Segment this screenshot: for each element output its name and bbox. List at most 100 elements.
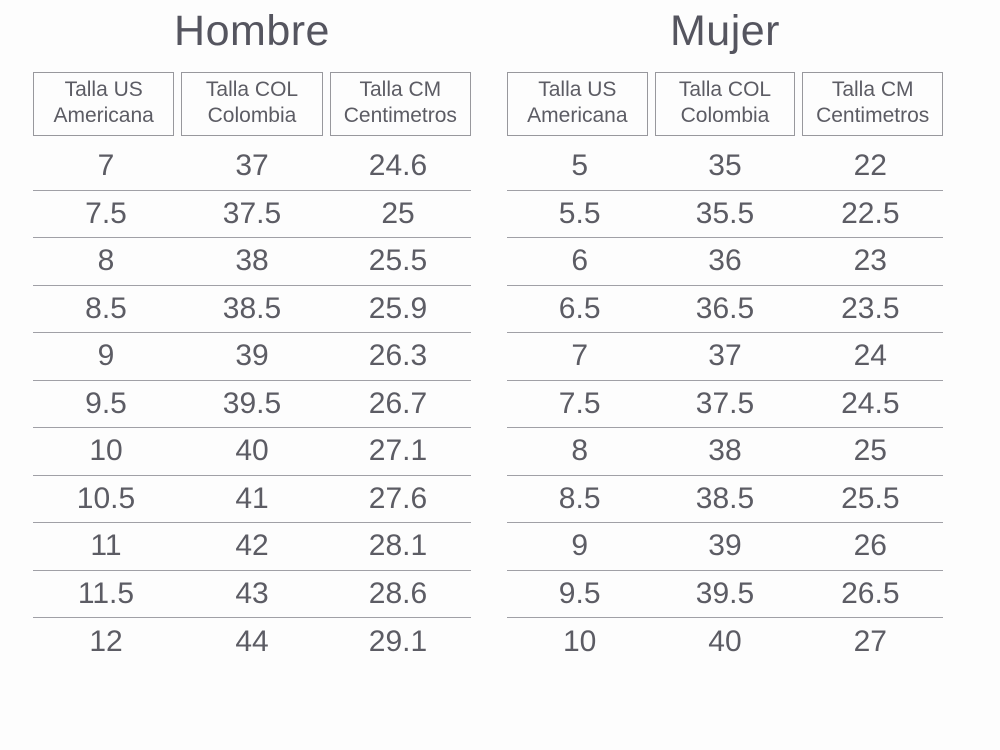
size-value: 40 <box>708 624 742 658</box>
size-value: 6 <box>571 244 588 278</box>
size-value: 8 <box>97 244 115 278</box>
size-value: 41 <box>235 481 269 515</box>
table-row: 10.5 41 27.6 <box>33 476 471 523</box>
table-row: 7 37 24.6 <box>33 143 471 191</box>
size-value: 8 <box>571 434 588 468</box>
size-value: 43 <box>235 576 269 610</box>
table-row: 9 39 26.3 <box>33 333 471 381</box>
size-value: 22.5 <box>841 196 900 230</box>
size-value: 26 <box>853 529 887 563</box>
size-value: 35.5 <box>695 196 755 230</box>
column-header: Talla COL Colombia <box>181 72 323 136</box>
size-value: 39 <box>708 529 742 563</box>
women-table-title: Mujer <box>669 7 781 55</box>
size-value: 8.5 <box>85 291 127 325</box>
men-table-title: Hombre <box>174 7 330 55</box>
column-header: Talla US Americana <box>507 72 648 136</box>
size-value: 25 <box>853 434 887 468</box>
table-row: 9 39 26 <box>507 523 943 571</box>
size-value: 9.5 <box>85 386 127 420</box>
size-value: 36 <box>708 244 742 278</box>
women-size-table: Mujer Talla US Americana Talla COL Colombia… <box>507 6 944 666</box>
size-value: 37.5 <box>222 196 282 230</box>
size-value: 39.5 <box>222 386 282 420</box>
column-header: Talla COL Colombia <box>654 72 796 136</box>
column-header-text: Talla COL <box>678 78 772 101</box>
table-row: 12 44 29.1 <box>33 618 471 666</box>
size-value: 27.6 <box>368 481 428 515</box>
size-value: 38 <box>708 434 742 468</box>
table-row: 9.5 39.5 26.5 <box>507 571 943 618</box>
size-value: 10 <box>89 434 123 468</box>
size-value: 26.3 <box>368 339 428 373</box>
size-value: 23.5 <box>841 291 900 325</box>
size-value: 36.5 <box>695 291 755 325</box>
women-header-row: Talla US Americana Talla COL Colombia Talla … <box>507 72 944 136</box>
women-table-rows: 5 35 22 5.5 35.5 22.5 6 36 23 6.5 36.5 23.5 7 37 24 7.5… <box>507 143 943 666</box>
size-value: 11 <box>90 529 122 563</box>
size-value: 22 <box>853 149 887 183</box>
column-header: Talla CM Centimetros <box>802 72 944 136</box>
size-value: 5 <box>571 149 588 183</box>
table-row: 8 38 25 <box>507 428 943 476</box>
size-value: 44 <box>235 624 269 658</box>
column-header-text: Talla COL <box>205 78 299 101</box>
table-row: 10 40 27 <box>507 618 943 666</box>
size-value: 42 <box>235 529 269 563</box>
column-header: Talla US Americana <box>33 72 175 136</box>
column-header-text: Talla CM <box>831 78 914 101</box>
column-header-text: Colombia <box>207 104 297 127</box>
men-table-rows: 7 37 24.6 7.5 37.5 25 8 38 25.5 8.5 38.5 25.9 9 39 26.… <box>33 143 471 666</box>
men-size-table: Hombre Talla US Americana Talla COL Colombi… <box>33 6 471 666</box>
size-value: 9 <box>571 529 588 563</box>
size-value: 25.5 <box>841 481 900 515</box>
size-value: 37 <box>708 339 742 373</box>
table-row: 5.5 35.5 22.5 <box>507 191 943 238</box>
size-value: 7 <box>97 149 115 183</box>
size-value: 35 <box>708 149 742 183</box>
size-value: 7 <box>571 339 588 373</box>
size-value: 24.6 <box>368 149 428 183</box>
column-header-text: Centimetros <box>816 104 930 127</box>
column-header-text: Colombia <box>680 104 770 127</box>
size-value: 11.5 <box>77 576 135 610</box>
size-value: 25.9 <box>368 291 428 325</box>
size-value: 40 <box>235 434 269 468</box>
column-header-text: Talla US <box>538 78 617 101</box>
table-row: 10 40 27.1 <box>33 428 471 476</box>
size-value: 39 <box>235 339 269 373</box>
table-row: 7 37 24 <box>507 333 943 381</box>
table-row: 11 42 28.1 <box>33 523 471 571</box>
table-row: 5 35 22 <box>507 143 943 191</box>
size-value: 8.5 <box>558 481 601 515</box>
size-value: 37 <box>235 149 269 183</box>
table-row: 8.5 38.5 25.5 <box>507 476 943 523</box>
column-header-text: Talla CM <box>359 78 442 101</box>
size-value: 9.5 <box>558 576 601 610</box>
table-row: 6.5 36.5 23.5 <box>507 286 943 333</box>
men-header-row: Talla US Americana Talla COL Colombia Talla … <box>33 72 471 136</box>
size-value: 29.1 <box>368 624 428 658</box>
size-value: 7.5 <box>558 386 601 420</box>
size-value: 38.5 <box>222 291 282 325</box>
size-value: 25 <box>381 196 415 230</box>
size-value: 9 <box>97 339 115 373</box>
size-value: 25.5 <box>368 244 428 278</box>
size-value: 27 <box>853 624 887 658</box>
size-value: 24.5 <box>841 386 900 420</box>
table-row: 8 38 25.5 <box>33 238 471 286</box>
table-row: 8.5 38.5 25.9 <box>33 286 471 333</box>
column-header-text: Americana <box>527 104 628 127</box>
size-value: 28.1 <box>368 529 428 563</box>
size-value: 39.5 <box>695 576 755 610</box>
table-row: 6 36 23 <box>507 238 943 286</box>
table-row: 7.5 37.5 24.5 <box>507 381 943 428</box>
column-header-text: Talla US <box>64 78 143 101</box>
size-value: 5.5 <box>558 196 601 230</box>
column-header-text: Americana <box>53 104 154 127</box>
size-value: 7.5 <box>85 196 127 230</box>
column-header-text: Centimetros <box>343 104 457 127</box>
table-row: 7.5 37.5 25 <box>33 191 471 238</box>
size-value: 10.5 <box>76 481 136 515</box>
